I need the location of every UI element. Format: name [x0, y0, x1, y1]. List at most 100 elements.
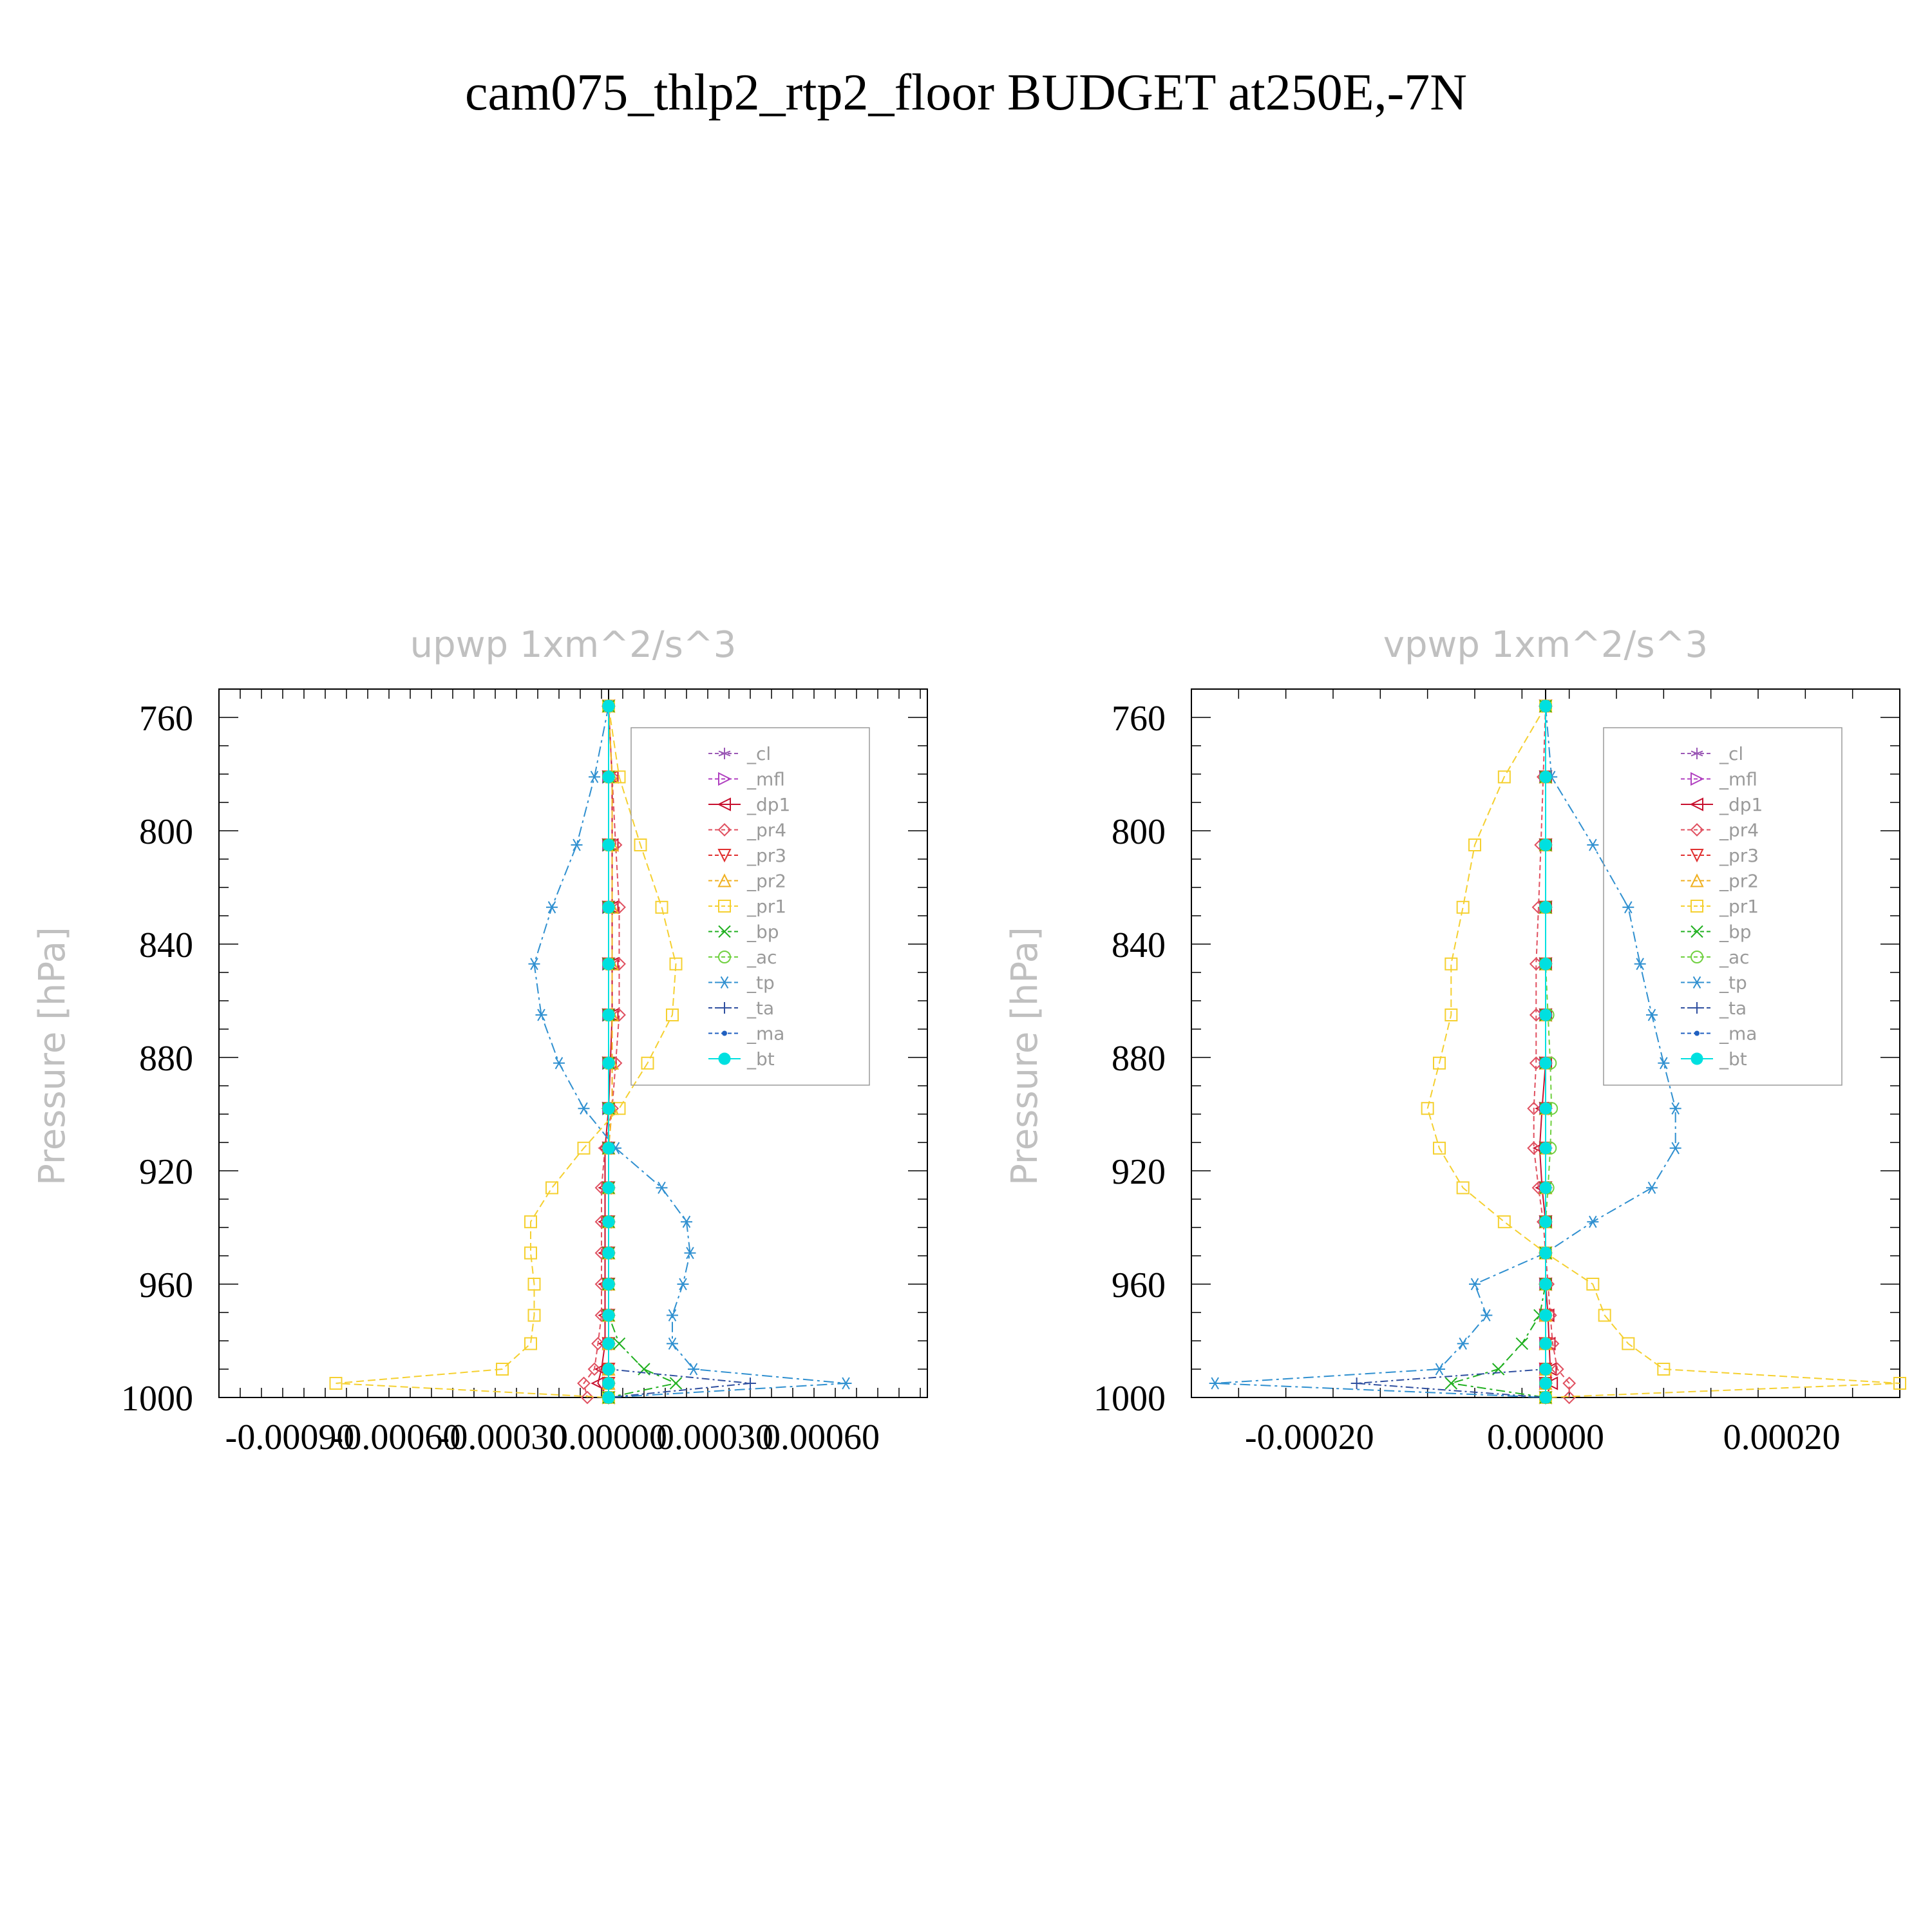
- legend-bp-label: _bp: [1719, 922, 1752, 943]
- legend-pr2-label: _pr2: [1719, 871, 1759, 892]
- series-tp-marker: [684, 1247, 696, 1260]
- series-pr4-marker: [1527, 1141, 1541, 1155]
- series-pr4-marker: [591, 1336, 605, 1350]
- series-pr1-marker: [1433, 1056, 1446, 1070]
- series-pr4-marker: [587, 1362, 601, 1376]
- legend-pr2-marker: [717, 873, 732, 887]
- legend-box: [630, 727, 870, 1086]
- series-bt-marker: [1539, 1102, 1552, 1115]
- series-dp1-marker: [1544, 1376, 1558, 1390]
- series-bt-marker: [1539, 1309, 1552, 1321]
- series-pr1-marker: [527, 1278, 541, 1291]
- legend-box: [1603, 727, 1842, 1086]
- series-pr4-marker: [612, 900, 626, 914]
- series-bt-marker: [1539, 1009, 1552, 1021]
- x-tick-label: 0.00000: [1487, 1417, 1604, 1457]
- legend-ma-marker: [722, 1030, 727, 1036]
- series-tp-marker: [1457, 1337, 1469, 1350]
- series-tp-marker: [656, 1181, 668, 1194]
- series-bp-marker: [612, 1337, 626, 1350]
- x-tick-label: 0.00030: [656, 1417, 773, 1457]
- legend-pr3-marker: [717, 849, 732, 863]
- legend-pr4-marker: [717, 823, 732, 837]
- series-tp-marker: [528, 958, 540, 971]
- legend-pr1-label: _pr1: [746, 896, 786, 917]
- legend-ta-marker: [719, 1002, 730, 1014]
- x-tick-label: 0.00060: [762, 1417, 880, 1457]
- legend-cl-label: _cl: [746, 743, 771, 764]
- series-pr1-marker: [1456, 900, 1470, 914]
- y-tick-label: 960: [139, 1265, 193, 1305]
- legend-ac-label: _ac: [1719, 947, 1750, 968]
- series-pr1-marker: [524, 1246, 537, 1260]
- series-bt-marker: [602, 1247, 615, 1260]
- series-tp-marker: [677, 1278, 689, 1291]
- legend-cl-label: _cl: [1719, 743, 1743, 764]
- series-pr4-marker: [1550, 1362, 1564, 1376]
- legend-pr4-marker: [1690, 823, 1704, 837]
- legend-ma-marker: [1694, 1030, 1700, 1036]
- series-bt-marker: [1539, 1391, 1552, 1404]
- series-bt-marker: [602, 1181, 615, 1194]
- series-pr1-marker: [1421, 1102, 1434, 1115]
- y-tick-label: 1000: [121, 1379, 193, 1419]
- series-pr1-marker: [641, 1056, 654, 1070]
- series-bt-marker: [1539, 1057, 1552, 1070]
- series-tp-marker: [1646, 1009, 1658, 1021]
- series-tp-marker: [571, 838, 583, 851]
- series-tp-marker: [667, 1337, 678, 1350]
- series-tp-marker: [1469, 1278, 1481, 1291]
- series-pr4-line: [583, 706, 620, 1398]
- legend-pr1-marker: [718, 900, 731, 913]
- series-bt-marker: [1539, 1278, 1552, 1291]
- series-tp-marker: [1587, 838, 1599, 851]
- legend-ma-label: _ma: [746, 1023, 784, 1045]
- series-pr1-marker: [545, 1181, 558, 1195]
- series-bt-marker: [602, 1142, 615, 1155]
- legend-tp-marker: [719, 976, 730, 989]
- legend-ma-label: _ma: [1719, 1023, 1757, 1045]
- series-pr4-line: [1533, 706, 1570, 1397]
- y-axis-label: Pressure [hPa]: [32, 927, 73, 1186]
- series-tp-marker: [1669, 1142, 1681, 1155]
- x-tick-label: -0.00020: [1245, 1417, 1374, 1457]
- series-pr4-marker: [612, 957, 626, 971]
- series-tp-marker: [535, 1009, 547, 1021]
- series-tp-marker: [553, 1057, 565, 1070]
- series-tp-marker: [1434, 1363, 1445, 1376]
- series-tp-marker: [589, 770, 600, 783]
- legend-dp1-marker: [1689, 797, 1703, 811]
- series-pr1-marker: [524, 1215, 537, 1229]
- series-bt-marker: [1539, 1363, 1552, 1376]
- series-tp-line: [533, 706, 846, 1398]
- y-tick-label: 880: [1112, 1039, 1166, 1079]
- series-tp-marker: [681, 1215, 692, 1228]
- series-bt-marker: [602, 1377, 615, 1390]
- series-pr1-marker: [1497, 770, 1511, 784]
- series-pr1-marker: [1497, 1215, 1511, 1229]
- legend-tp-label: _tp: [1719, 972, 1747, 994]
- legend-cl-marker: [718, 748, 731, 759]
- series-bt-marker: [602, 1278, 615, 1291]
- x-tick-label: -0.00030: [438, 1417, 567, 1457]
- y-tick-label: 920: [1112, 1152, 1166, 1192]
- panel-title: upwp 1xm^2/s^3: [410, 624, 737, 666]
- legend-ta-label: _ta: [746, 998, 774, 1019]
- series-tp-marker: [1634, 958, 1646, 971]
- y-tick-label: 760: [1112, 699, 1166, 739]
- x-tick-label: -0.00090: [225, 1417, 355, 1457]
- series-bt-marker: [1539, 1337, 1552, 1350]
- legend-bt-label: _bt: [746, 1048, 775, 1070]
- series-bt-marker: [602, 901, 615, 914]
- series-tp-marker: [1669, 1102, 1681, 1115]
- series-pr1-marker: [527, 1309, 541, 1322]
- series-tp-marker: [1481, 1309, 1493, 1321]
- legend-pr1-label: _pr1: [1719, 896, 1759, 917]
- y-tick-label: 800: [139, 812, 193, 852]
- legend-bt-label: _bt: [1719, 1048, 1747, 1070]
- series-pr1-marker: [1598, 1309, 1611, 1322]
- legend-pr2-marker: [1690, 873, 1704, 887]
- legend-dp1-marker: [717, 797, 731, 811]
